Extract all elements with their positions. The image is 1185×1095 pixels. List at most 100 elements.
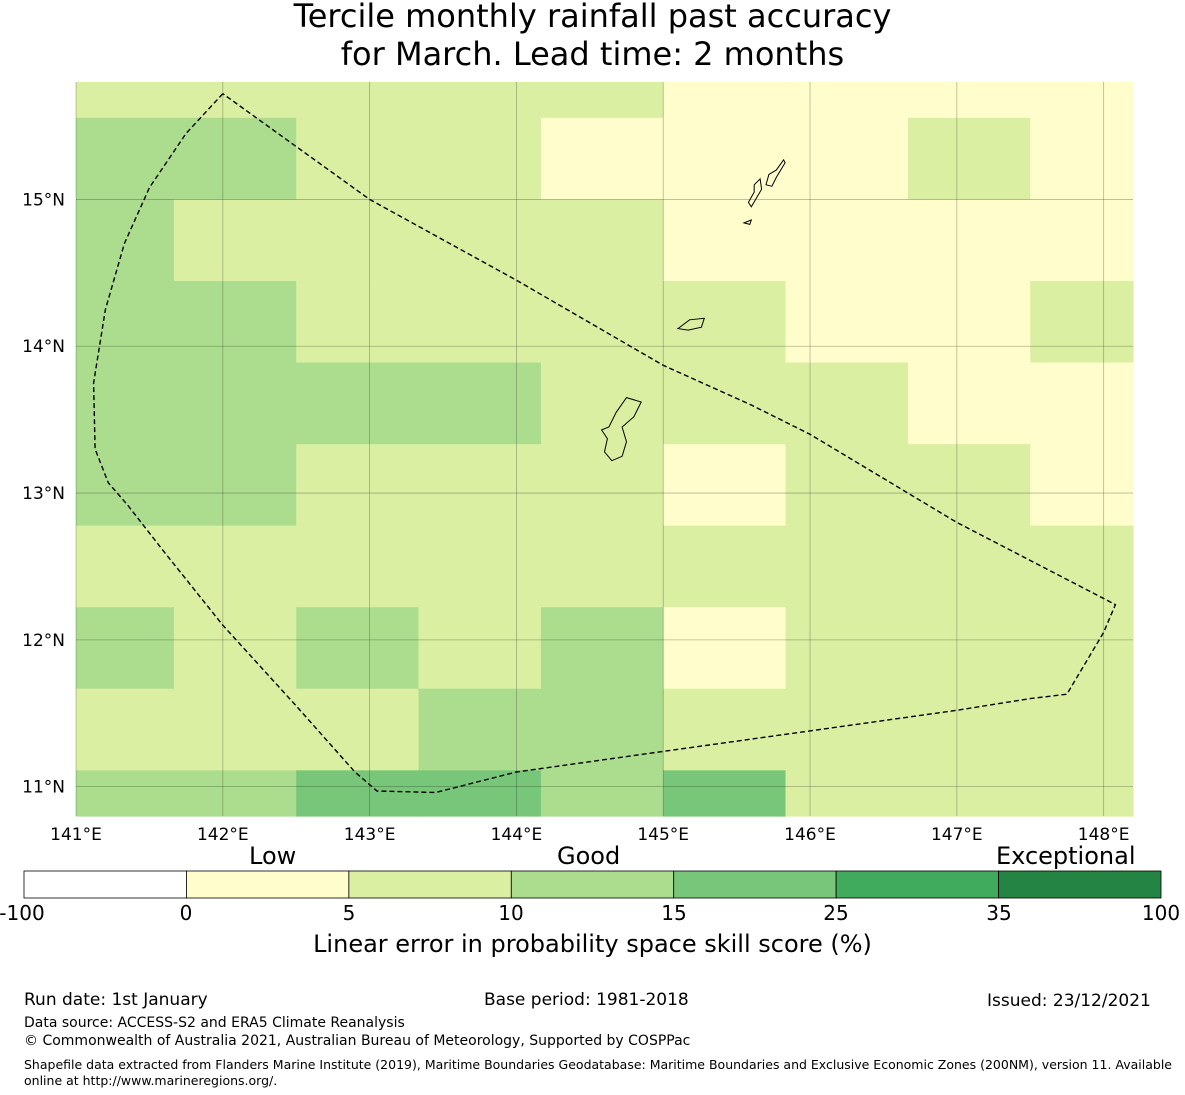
skill-cell xyxy=(296,770,420,817)
skill-cell xyxy=(907,688,1031,771)
colorbar-segment xyxy=(186,870,350,899)
skill-cell xyxy=(296,117,420,201)
skill-grid xyxy=(76,82,1134,817)
eez-boundary xyxy=(92,93,1117,794)
island-outline xyxy=(747,177,763,208)
x-tick-label: 148°E xyxy=(1078,825,1130,845)
skill-cell xyxy=(418,82,542,119)
skill-cell xyxy=(785,607,909,690)
shapefile-credit: Shapefile data extracted from Flanders M… xyxy=(24,1057,1172,1088)
title-line-1: Tercile monthly rainfall past accuracy xyxy=(293,0,892,35)
skill-cell xyxy=(907,117,1031,201)
island-outline xyxy=(765,158,786,187)
skill-cell xyxy=(76,82,175,119)
colorbar-segment xyxy=(348,870,512,899)
skill-cell xyxy=(1030,281,1134,364)
skill-cell xyxy=(663,444,787,527)
skill-cell xyxy=(296,607,420,690)
colorbar-tick: 10 xyxy=(498,901,524,925)
colorbar-segment xyxy=(510,870,675,899)
colorbar-tick: 25 xyxy=(823,901,849,925)
skill-cell xyxy=(540,362,664,445)
skill-cell xyxy=(540,199,664,282)
colorbar-tick: -100 xyxy=(0,901,45,925)
skill-cell xyxy=(907,444,1031,527)
colorbar xyxy=(23,870,1162,899)
skill-cell xyxy=(173,281,297,364)
skill-cell xyxy=(418,770,542,817)
category-good: Good xyxy=(557,842,621,870)
skill-cell xyxy=(540,444,664,527)
skill-cell xyxy=(1030,525,1134,608)
issued-date: Issued: 23/12/2021 xyxy=(987,991,1151,1011)
skill-cell xyxy=(907,525,1031,608)
skill-cell xyxy=(76,362,175,445)
skill-cell xyxy=(1030,199,1134,282)
colorbar-segment xyxy=(835,870,999,899)
skill-cell xyxy=(663,281,787,364)
skill-cell xyxy=(663,688,787,771)
skill-cell xyxy=(173,199,297,282)
title-line-2: for March. Lead time: 2 months xyxy=(340,35,845,73)
skill-cell xyxy=(296,444,420,527)
colorbar-tick: 15 xyxy=(661,901,687,925)
skill-cell xyxy=(173,82,297,119)
skill-cell xyxy=(785,688,909,771)
base-period: Base period: 1981-2018 xyxy=(484,990,689,1010)
y-tick-label: 11°N xyxy=(22,778,65,798)
coastlines xyxy=(600,158,786,462)
skill-cell xyxy=(1030,362,1134,445)
skill-cell xyxy=(173,688,297,771)
skill-cell xyxy=(1030,82,1134,119)
x-tick-label: 141°E xyxy=(50,825,102,845)
skill-cell xyxy=(418,117,542,201)
skill-cell xyxy=(663,199,787,282)
x-tick-label: 146°E xyxy=(784,825,836,845)
y-tick-label: 15°N xyxy=(22,190,65,210)
copyright: © Commonwealth of Australia 2021, Austra… xyxy=(24,1033,691,1049)
skill-cell xyxy=(540,117,664,201)
colorbar-segment xyxy=(23,870,187,899)
skill-cell xyxy=(907,362,1031,445)
skill-cell xyxy=(785,770,909,817)
colorbar-tick: 100 xyxy=(1141,901,1181,925)
skill-cell xyxy=(540,525,664,608)
skill-cell xyxy=(76,607,175,690)
skill-cell xyxy=(173,117,297,201)
skill-cell xyxy=(785,117,909,201)
x-tick-label: 142°E xyxy=(197,825,249,845)
y-axis-labels: 15°N 14°N 13°N 12°N 11°N xyxy=(22,190,65,797)
skill-cell xyxy=(907,82,1031,119)
skill-cell xyxy=(418,199,542,282)
skill-cell xyxy=(907,770,1031,817)
skill-cell xyxy=(540,281,664,364)
skill-cell xyxy=(785,82,909,119)
chart-title: Tercile monthly rainfall past accuracy f… xyxy=(0,0,1185,73)
skill-cell xyxy=(785,444,909,527)
skill-cell xyxy=(76,117,175,201)
skill-cell xyxy=(663,82,787,119)
x-tick-label: 145°E xyxy=(637,825,689,845)
colorbar-tick: 35 xyxy=(986,901,1012,925)
skill-cell xyxy=(173,607,297,690)
skill-cell xyxy=(1030,770,1134,817)
colorbar-tick: 0 xyxy=(179,901,193,925)
skill-cell xyxy=(663,117,787,201)
island-outline xyxy=(600,397,642,462)
run-date: Run date: 1st January xyxy=(24,990,208,1010)
y-tick-label: 14°N xyxy=(22,337,65,357)
skill-cell xyxy=(540,607,664,690)
skill-cell xyxy=(76,688,175,771)
skill-cell xyxy=(418,688,542,771)
skill-cell xyxy=(173,525,297,608)
skill-cell xyxy=(540,688,664,771)
skill-cell xyxy=(296,199,420,282)
x-tick-label: 144°E xyxy=(491,825,543,845)
x-axis-labels: 141°E 142°E 143°E 144°E 145°E 146°E 147°E 148°E xyxy=(50,825,1129,845)
x-tick-label: 143°E xyxy=(344,825,396,845)
skill-cell xyxy=(296,688,420,771)
skill-cell xyxy=(1030,117,1134,201)
skill-cell xyxy=(907,607,1031,690)
skill-cell xyxy=(418,525,542,608)
data-source: Data source: ACCESS-S2 and ERA5 Climate … xyxy=(24,1015,405,1031)
